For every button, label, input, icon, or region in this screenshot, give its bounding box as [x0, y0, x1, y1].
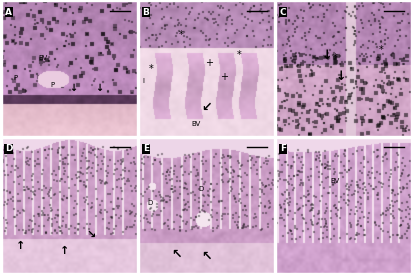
Text: *: * — [379, 45, 384, 55]
Text: C: C — [280, 8, 286, 17]
Text: +: + — [220, 72, 228, 82]
Text: +: + — [205, 58, 213, 68]
Text: ↑: ↑ — [16, 241, 26, 251]
Text: BV: BV — [191, 121, 200, 127]
Text: ↙: ↙ — [201, 101, 212, 114]
Text: *: * — [178, 30, 183, 40]
Text: ↖: ↖ — [171, 247, 182, 260]
Text: D: D — [147, 200, 152, 206]
Text: ↓: ↓ — [335, 70, 346, 83]
Text: D: D — [199, 186, 204, 192]
Text: BV: BV — [38, 55, 47, 61]
Text: *: * — [237, 50, 241, 60]
Text: P: P — [14, 75, 18, 81]
Text: ↖: ↖ — [201, 250, 212, 263]
Text: ↓: ↓ — [322, 49, 332, 62]
Text: A: A — [5, 8, 12, 17]
Text: *: * — [333, 53, 338, 63]
Text: ↘: ↘ — [86, 230, 96, 240]
Text: BV: BV — [331, 178, 340, 184]
Text: ↓: ↓ — [69, 82, 78, 93]
Text: B: B — [142, 8, 149, 17]
Text: I: I — [142, 78, 144, 84]
Text: *: * — [149, 64, 154, 74]
Text: E: E — [143, 144, 149, 153]
Text: P: P — [50, 82, 54, 88]
Text: ↓: ↓ — [95, 82, 103, 93]
Text: ↑: ↑ — [59, 246, 69, 256]
Text: F: F — [280, 144, 286, 153]
Text: D: D — [5, 144, 12, 153]
